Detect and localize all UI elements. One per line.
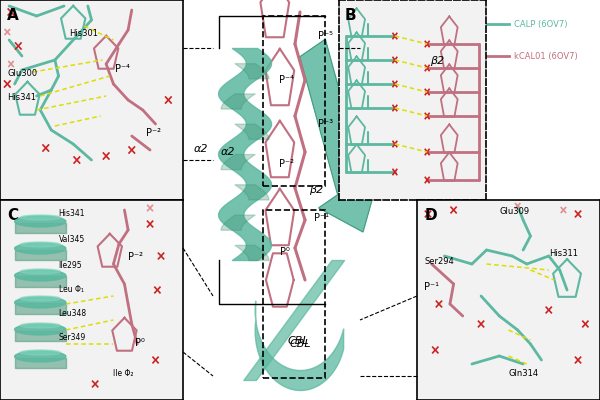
Bar xyxy=(263,16,325,186)
Text: P⁻¹: P⁻¹ xyxy=(424,282,439,292)
Text: B: B xyxy=(345,8,356,23)
Text: Glu300: Glu300 xyxy=(7,69,37,78)
Ellipse shape xyxy=(20,269,61,274)
Text: P⁻²: P⁻² xyxy=(128,252,143,262)
Text: P⁻¹: P⁻¹ xyxy=(314,213,329,223)
Ellipse shape xyxy=(20,350,61,355)
Text: Ile Φ₂: Ile Φ₂ xyxy=(113,369,134,378)
Text: A: A xyxy=(7,8,19,23)
Text: α2: α2 xyxy=(221,147,235,157)
Text: CBL: CBL xyxy=(289,339,311,349)
Text: Leu Φ₁: Leu Φ₁ xyxy=(59,285,83,294)
Text: P⁻⁴: P⁻⁴ xyxy=(115,64,130,74)
Text: CBL: CBL xyxy=(287,336,309,346)
Ellipse shape xyxy=(20,296,61,301)
Text: β2: β2 xyxy=(355,182,370,192)
Text: Leu348: Leu348 xyxy=(59,309,86,318)
Ellipse shape xyxy=(20,323,61,328)
Ellipse shape xyxy=(14,270,66,281)
Text: D: D xyxy=(424,208,437,223)
Text: P⁻⁵: P⁻⁵ xyxy=(318,31,332,41)
Text: P⁻⁴: P⁻⁴ xyxy=(278,75,293,85)
Ellipse shape xyxy=(14,297,66,308)
Text: His341: His341 xyxy=(7,93,37,102)
Text: P⁻³: P⁻³ xyxy=(317,119,333,129)
Ellipse shape xyxy=(14,351,66,362)
Text: Ser349: Ser349 xyxy=(59,333,86,342)
Text: C: C xyxy=(7,208,19,223)
Text: His301: His301 xyxy=(70,29,98,38)
Text: P⁻²: P⁻² xyxy=(278,159,293,169)
Ellipse shape xyxy=(14,324,66,335)
Bar xyxy=(263,210,325,378)
Text: Gln314: Gln314 xyxy=(509,369,539,378)
Text: α2: α2 xyxy=(194,144,209,154)
Text: Glu309: Glu309 xyxy=(499,207,529,216)
Text: CALP (6OV7): CALP (6OV7) xyxy=(515,20,568,28)
Ellipse shape xyxy=(14,216,66,227)
Text: β2: β2 xyxy=(430,56,445,66)
Ellipse shape xyxy=(20,242,61,247)
Text: kCAL01 (6OV7): kCAL01 (6OV7) xyxy=(515,52,578,60)
Text: His341: His341 xyxy=(59,209,85,218)
Text: Val345: Val345 xyxy=(59,235,85,244)
Text: Ser294: Ser294 xyxy=(424,257,454,266)
Text: His311: His311 xyxy=(549,249,578,258)
Ellipse shape xyxy=(14,243,66,254)
Text: P⁰: P⁰ xyxy=(280,247,290,257)
Text: Ile295: Ile295 xyxy=(59,261,82,270)
Text: P⁻²: P⁻² xyxy=(146,128,161,138)
Ellipse shape xyxy=(20,215,61,220)
Text: P⁰: P⁰ xyxy=(136,338,145,348)
Text: β2: β2 xyxy=(309,185,323,195)
Polygon shape xyxy=(300,39,382,232)
